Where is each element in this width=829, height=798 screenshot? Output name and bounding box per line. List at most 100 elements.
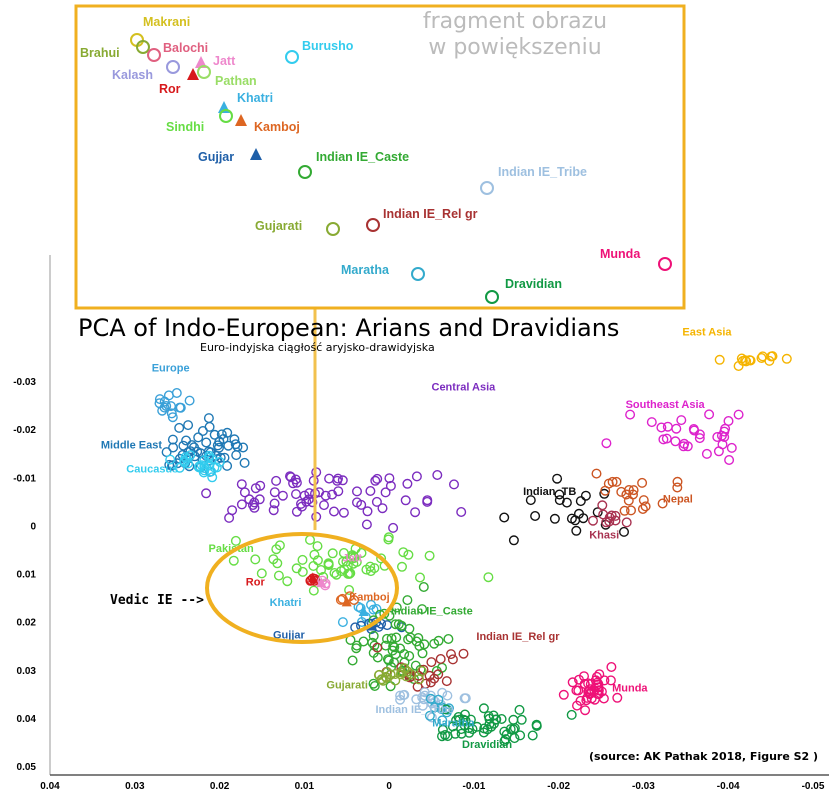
inset-point [480, 181, 494, 195]
data-point [621, 489, 632, 500]
data-point [508, 535, 519, 546]
data-point [414, 674, 425, 685]
data-point [356, 548, 367, 559]
data-point [337, 475, 348, 486]
data-point [182, 458, 193, 469]
data-point [337, 617, 348, 628]
data-point [425, 677, 436, 688]
data-point [724, 455, 735, 466]
data-point [404, 651, 415, 662]
data-point [157, 405, 168, 416]
data-point [552, 473, 563, 484]
data-point [308, 561, 319, 572]
data-point [425, 693, 436, 704]
inset-group-label: Kamboj [254, 120, 300, 134]
data-point [352, 486, 363, 497]
data-point [229, 434, 240, 445]
data-point [429, 702, 440, 713]
data-point [554, 489, 565, 500]
data-point [383, 532, 394, 543]
data-point [296, 501, 307, 512]
data-point [458, 714, 469, 725]
data-point [580, 705, 591, 716]
data-point [402, 478, 413, 489]
data-point [726, 442, 737, 453]
data-point [312, 541, 323, 552]
data-point [368, 678, 379, 689]
data-point [424, 710, 435, 721]
data-point [499, 736, 510, 747]
data-point [415, 572, 426, 583]
data-point [640, 501, 651, 512]
data-point [244, 494, 255, 505]
y-tick-label: -0.02 [13, 425, 36, 436]
data-point [347, 550, 358, 561]
data-point [398, 547, 409, 558]
data-point [579, 671, 590, 682]
data-point [571, 685, 582, 696]
data-point [331, 569, 342, 580]
data-point [402, 595, 413, 606]
data-point [207, 472, 218, 483]
inset-label-line-2: w powiększeniu [428, 35, 601, 60]
data-point [303, 494, 314, 505]
data-point [566, 513, 577, 524]
inset-group-label: Indian IE_Tribe [498, 165, 587, 179]
data-point [297, 566, 308, 577]
data-point [163, 390, 174, 401]
data-point [597, 500, 608, 511]
inset-group-label: Burusho [302, 39, 354, 53]
x-tick-label: -0.03 [632, 781, 655, 792]
data-point [418, 582, 429, 593]
data-point [426, 657, 437, 668]
data-point [781, 353, 792, 364]
data-point [239, 487, 250, 498]
data-point [400, 495, 411, 506]
data-point [382, 633, 393, 644]
data-point [671, 423, 682, 434]
y-tick-label: 0.02 [17, 618, 37, 629]
group-label: Central Asia [432, 382, 497, 394]
data-point [329, 568, 340, 579]
data-point [672, 476, 683, 487]
data-point [193, 432, 204, 443]
data-point [714, 354, 725, 365]
group-label: Southeast Asia [626, 399, 706, 411]
data-point [396, 620, 407, 631]
data-point [271, 475, 282, 486]
data-point [437, 715, 448, 726]
data-point [612, 692, 623, 703]
data-point [417, 648, 428, 659]
data-point [443, 634, 454, 645]
data-point [327, 489, 338, 500]
data-point [324, 473, 335, 484]
y-tick-label: -0.01 [13, 473, 36, 484]
y-tick-label: 0.01 [17, 570, 37, 581]
data-point [561, 497, 572, 508]
data-point [323, 560, 334, 571]
group-label: Nepal [663, 493, 693, 505]
data-point [456, 724, 467, 735]
data-point [737, 355, 748, 366]
data-point-triangle [316, 577, 327, 588]
data-point [689, 425, 700, 436]
data-point [598, 693, 609, 704]
data-point [269, 487, 280, 498]
data-point [223, 440, 234, 451]
data-point [341, 556, 352, 567]
data-point [230, 535, 241, 546]
data-point [588, 515, 599, 526]
data-point [604, 512, 615, 523]
data-point [479, 723, 490, 734]
data-point [478, 727, 489, 738]
data-point [319, 500, 330, 511]
data-point [395, 669, 406, 680]
group-label: Jatt [343, 553, 363, 565]
data-point [365, 566, 376, 577]
data-point [530, 511, 541, 522]
data-point [440, 704, 451, 715]
data-point [268, 505, 279, 516]
data-point [619, 505, 630, 516]
data-point [329, 506, 340, 517]
